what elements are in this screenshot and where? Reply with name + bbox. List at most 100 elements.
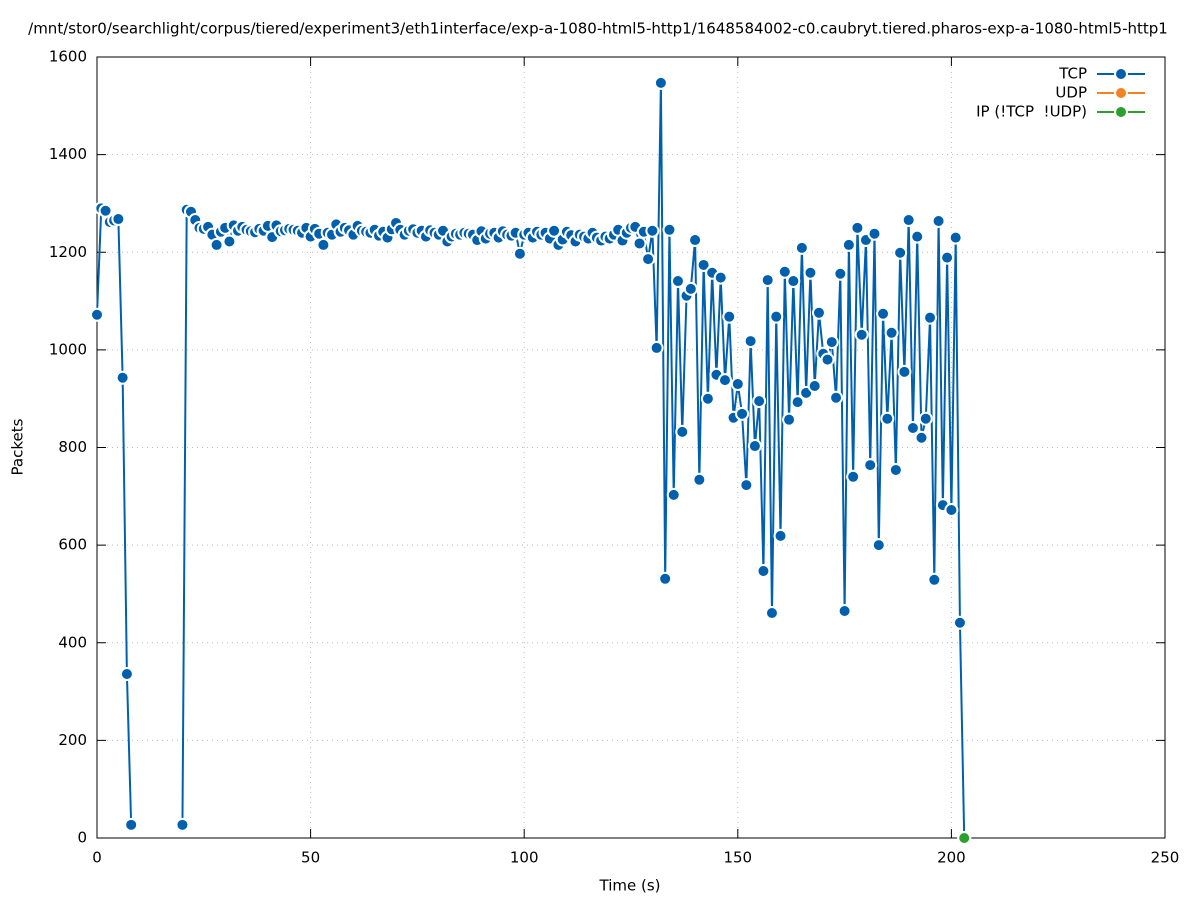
data-point: [632, 236, 647, 251]
data-point: [645, 223, 660, 238]
data-point: [747, 439, 762, 454]
data-point: [730, 377, 745, 392]
data-point: [940, 250, 955, 265]
data-point: [649, 340, 664, 355]
data-point: [683, 281, 698, 296]
data-point: [666, 487, 681, 502]
data-point: [833, 266, 848, 281]
data-point: [803, 265, 818, 280]
data-point: [675, 424, 690, 439]
data-point: [876, 306, 891, 321]
data-point: [735, 406, 750, 421]
data-point: [897, 364, 912, 379]
data-point: [692, 472, 707, 487]
x-tick-label: 100: [510, 849, 539, 867]
data-point: [863, 458, 878, 473]
data-point: [952, 615, 967, 630]
data-point: [888, 462, 903, 477]
x-tick-label: 150: [723, 849, 752, 867]
data-point: [175, 817, 190, 832]
x-axis-label: Time (s): [599, 877, 661, 895]
data-point: [944, 502, 959, 517]
data-point: [923, 310, 938, 325]
data-point: [794, 240, 809, 255]
series-line: [96, 206, 133, 825]
data-point: [512, 246, 527, 261]
data-point: [316, 237, 331, 252]
legend-swatch-point: [1114, 105, 1128, 119]
y-tick-label: 1200: [49, 243, 87, 261]
data-point: [696, 257, 711, 272]
data-point: [764, 605, 779, 620]
data-point: [124, 817, 139, 832]
legend-label: IP (!TCP !UDP): [976, 103, 1087, 121]
data-point: [700, 391, 715, 406]
legend-label: TCP: [1058, 65, 1087, 83]
data-point: [918, 411, 933, 426]
data-point: [688, 233, 703, 248]
data-point: [914, 430, 929, 445]
y-tick-label: 400: [58, 633, 87, 651]
data-point: [931, 214, 946, 229]
data-point: [927, 572, 942, 587]
data-point: [837, 604, 852, 619]
data-point: [824, 335, 839, 350]
data-point: [871, 538, 886, 553]
y-tick-label: 1400: [49, 145, 87, 163]
data-point: [880, 411, 895, 426]
data-point: [769, 309, 784, 324]
y-tick-label: 600: [58, 536, 87, 554]
series-line: [181, 82, 966, 839]
data-point: [786, 274, 801, 289]
legend-label: UDP: [1055, 84, 1087, 102]
data-point: [807, 378, 822, 393]
data-point: [854, 327, 869, 342]
data-point: [670, 274, 685, 289]
data-point: [829, 390, 844, 405]
data-point: [867, 226, 882, 241]
data-point: [777, 264, 792, 279]
data-point: [717, 373, 732, 388]
data-point: [790, 395, 805, 410]
data-point: [222, 234, 237, 249]
data-point: [811, 305, 826, 320]
y-tick-label: 800: [58, 438, 87, 456]
data-point: [209, 237, 224, 252]
legend-swatch-point: [1114, 86, 1128, 100]
data-point: [119, 666, 134, 681]
legend-swatch-point: [1114, 67, 1128, 81]
x-tick-label: 250: [1151, 849, 1180, 867]
data-point: [98, 203, 113, 218]
x-tick-label: 200: [937, 849, 966, 867]
data-point: [948, 230, 963, 245]
data-point: [773, 528, 788, 543]
plot-border: [96, 56, 1166, 839]
data-point: [846, 469, 861, 484]
data-point: [115, 370, 130, 385]
data-point: [662, 222, 677, 237]
y-tick-label: 0: [77, 829, 87, 847]
data-point: [743, 334, 758, 349]
data-point: [658, 571, 673, 586]
data-point: [893, 245, 908, 260]
data-point: [653, 75, 668, 90]
data-point: [820, 352, 835, 367]
x-tick-label: 0: [92, 849, 102, 867]
data-point: [850, 220, 865, 235]
data-point: [782, 412, 797, 427]
data-point: [905, 420, 920, 435]
data-point: [760, 273, 775, 288]
data-point: [713, 270, 728, 285]
data-point: [910, 229, 925, 244]
data-point: [841, 237, 856, 252]
x-tick-label: 50: [301, 849, 320, 867]
y-tick-label: 1000: [49, 340, 87, 358]
data-point: [957, 831, 972, 845]
data-point: [756, 563, 771, 578]
data-point: [752, 394, 767, 409]
y-axis-label: Packets: [9, 418, 27, 475]
y-tick-label: 200: [58, 731, 87, 749]
data-point: [722, 309, 737, 324]
data-point: [90, 307, 104, 322]
